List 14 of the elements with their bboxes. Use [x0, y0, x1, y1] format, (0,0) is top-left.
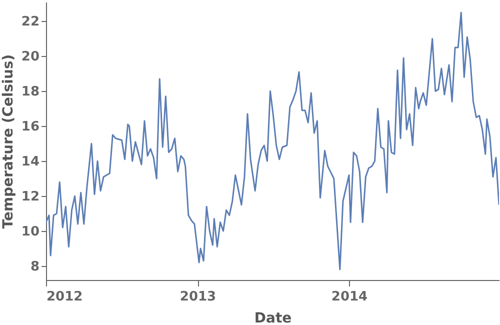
y-tick-label: 8 — [30, 260, 40, 275]
x-tick-label: 2013 — [180, 290, 216, 304]
y-axis-title: Temperature (Celsius) — [0, 54, 16, 229]
y-tick-label: 16 — [21, 120, 40, 135]
y-tick-label: 12 — [21, 190, 40, 205]
y-tick-label: 18 — [21, 84, 40, 100]
line-series — [46, 12, 499, 270]
y-tick-label: 14 — [21, 154, 40, 170]
x-axis-title: Date — [254, 310, 292, 325]
x-tick-label: 2012 — [46, 290, 83, 304]
y-tick-label: 20 — [21, 50, 40, 65]
y-tick-label: 10 — [21, 224, 40, 240]
x-tick-label: 2014 — [331, 290, 368, 304]
y-tick-label: 22 — [21, 14, 40, 30]
